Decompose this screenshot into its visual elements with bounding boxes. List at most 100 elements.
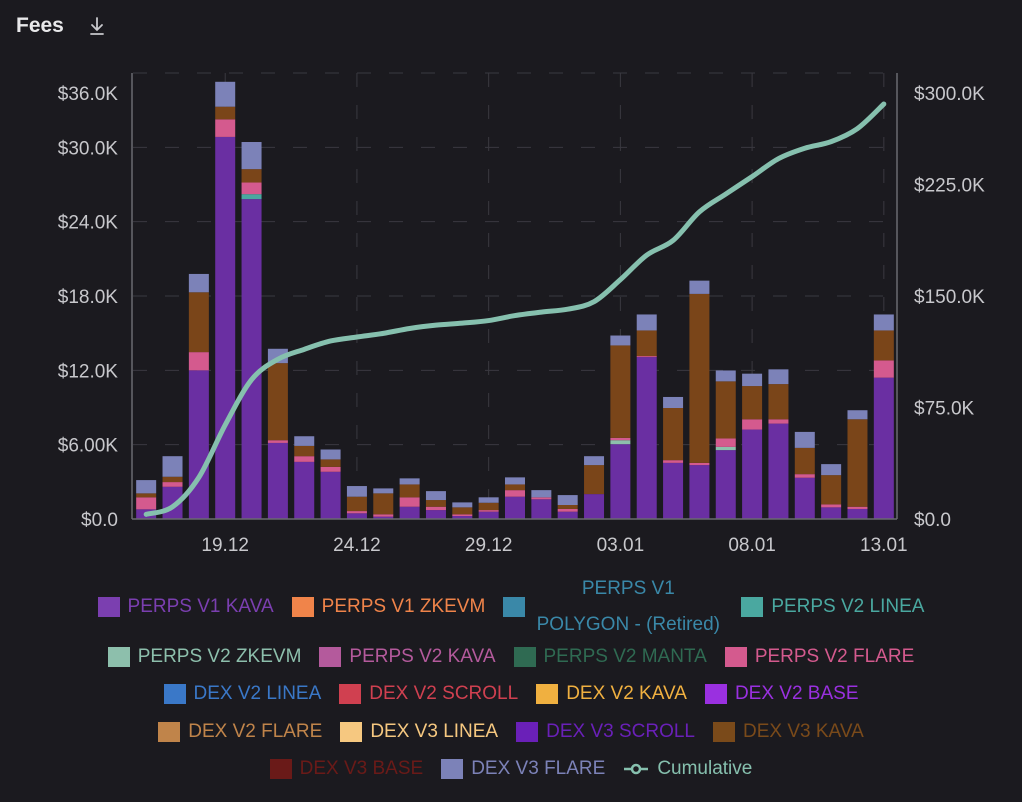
bar-segment-perps-v1-kava	[531, 499, 552, 519]
bar-segment-perps-v2-flare	[768, 419, 789, 424]
bar-segment-dex-v3-flare	[425, 491, 446, 501]
legend-item[interactable]: DEX V3 SCROLL	[516, 721, 695, 743]
legend-item[interactable]: PERPS V2 KAVA	[319, 646, 496, 668]
legend-item[interactable]: DEX V3 LINEA	[340, 721, 498, 743]
bar-segment-perps-v1-kava	[425, 510, 446, 519]
bar-segment-dex-v3-flare	[373, 488, 394, 494]
bar-segment-dex-v3-kava	[715, 381, 736, 439]
legend-item[interactable]: DEX V3 BASE	[269, 758, 423, 780]
bar-segment-perps-v2-flare	[399, 497, 420, 507]
bar-segment-dex-v3-kava	[452, 507, 473, 515]
legend-label: DEX V2 SCROLL	[369, 683, 519, 705]
legend-item[interactable]: PERPS V2 FLARE	[724, 646, 914, 668]
bar-segment-perps-v1-kava	[663, 462, 684, 519]
bar-segment-dex-v3-kava	[636, 330, 657, 357]
bar-segment-perps-v2-zkevm	[715, 446, 736, 451]
download-icon[interactable]	[86, 14, 108, 38]
legend-label: PERPS V1 POLYGON - (Retired)	[536, 578, 720, 635]
y-right-tick-label: $75.0K	[914, 399, 975, 420]
bar-segment-dex-v3-flare	[610, 335, 631, 346]
legend-item[interactable]: PERPS V2 LINEA	[741, 596, 924, 618]
legend-item[interactable]: DEX V2 BASE	[704, 683, 859, 705]
legend-row: PERPS V1 KAVA PERPS V1 ZKEVM PERPS V1 POLY…	[0, 576, 1022, 638]
x-tick-label: 03.01	[597, 535, 645, 556]
y-left-tick-label: $36.0K	[58, 84, 119, 105]
x-tick-label: 29.12	[465, 535, 513, 556]
legend-row: PERPS V2 ZKEVM PERPS V2 KAVA PERPS V2 MANT…	[0, 638, 1022, 676]
bar-segment-dex-v3-kava	[557, 505, 578, 509]
bar-segment-perps-v2-flare	[425, 506, 446, 511]
legend-swatch	[513, 646, 536, 667]
legend-label: DEX V2 FLARE	[188, 720, 323, 742]
legend-swatch	[741, 597, 764, 617]
legend-item[interactable]: DEX V2 KAVA	[536, 683, 687, 705]
bar-segment-dex-v3-kava	[689, 293, 710, 463]
bar-segment-dex-v3-flare	[505, 477, 525, 485]
bar-segment-dex-v3-flare	[821, 464, 842, 476]
bar-segment-dex-v3-flare	[531, 490, 552, 498]
legend-item[interactable]: PERPS V2 MANTA	[513, 646, 707, 668]
bar-segment-dex-v3-kava	[663, 407, 684, 461]
x-tick-label: 13.01	[860, 535, 908, 556]
legend-swatch	[269, 759, 292, 780]
bar-segment-perps-v1-kava	[505, 496, 525, 519]
legend-label: PERPS V1 KAVA	[127, 596, 274, 617]
legend-item[interactable]: DEX V3 KAVA	[713, 721, 864, 743]
legend-item[interactable]: Cumulative	[623, 758, 752, 780]
legend-row: DEX V2 FLARE DEX V3 LINEA DEX V3 SCROLL DEX…	[0, 713, 1022, 751]
y-right-tick-label: $225.0K	[914, 176, 985, 197]
legend-label: DEX V3 FLARE	[471, 758, 606, 780]
legend-item[interactable]: DEX V2 FLARE	[158, 721, 322, 743]
bar-segment-dex-v3-kava	[294, 445, 315, 457]
bar-segment-perps-v1-kava	[584, 494, 605, 519]
bar-segment-perps-v2-flare	[557, 508, 578, 512]
legend-item[interactable]: PERPS V2 ZKEVM	[107, 646, 301, 668]
legend-label: Cumulative	[657, 758, 753, 780]
legend-label: DEX V2 KAVA	[566, 683, 687, 705]
legend-swatch	[163, 684, 186, 705]
legend-swatch	[97, 597, 120, 617]
bar-segment-dex-v3-kava	[320, 459, 341, 467]
legend-item[interactable]: PERPS V1 POLYGON - (Retired)	[503, 571, 723, 643]
bar-segment-dex-v3-kava	[505, 484, 525, 491]
bar-segment-perps-v1-kava	[610, 444, 631, 519]
bar-segment-perps-v1-kava	[821, 507, 842, 519]
bar-segment-dex-v3-flare	[715, 370, 736, 382]
bar-segment-dex-v3-flare	[294, 436, 315, 446]
bar-segment-perps-v1-kava	[346, 513, 367, 519]
legend-label: DEX V2 BASE	[734, 683, 859, 705]
legend-item[interactable]: PERPS V1 KAVA	[97, 596, 274, 618]
bar-segment-perps-v1-kava	[689, 465, 710, 519]
bar-segment-dex-v3-kava	[873, 330, 894, 361]
bar-segment-dex-v3-flare	[873, 314, 894, 331]
bar-segment-perps-v2-flare	[873, 360, 894, 378]
y-left-tick-label: $0.0	[81, 510, 118, 531]
bar-segment-dex-v3-kava	[136, 493, 157, 498]
bar-segment-dex-v3-kava	[241, 169, 262, 183]
bar-segment-perps-v2-flare	[241, 182, 262, 195]
legend-item[interactable]: DEX V3 FLARE	[441, 758, 605, 780]
bar-segment-dex-v3-kava	[768, 384, 789, 420]
y-right-tick-label: $150.0K	[914, 287, 985, 308]
bar-segment-perps-v1-kava	[478, 511, 499, 519]
bar-segment-perps-v2-flare	[346, 511, 367, 514]
bar-segment-dex-v3-kava	[425, 500, 446, 507]
bar-segment-dex-v3-flare	[584, 456, 605, 466]
legend-item[interactable]: DEX V2 SCROLL	[339, 683, 518, 705]
bar-segment-perps-v1-kava	[873, 377, 894, 519]
legend-item[interactable]: PERPS V1 ZKEVM	[291, 596, 485, 618]
bar-segment-perps-v2-flare	[505, 490, 525, 497]
bar-segment-perps-v1-kava	[794, 477, 815, 519]
bar-segment-dex-v3-kava	[794, 447, 815, 475]
legend-swatch	[516, 721, 539, 742]
bar-segment-dex-v3-kava	[373, 493, 394, 515]
bar-segment-dex-v3-flare	[162, 456, 183, 477]
bar-segment-dex-v3-flare	[557, 495, 578, 506]
legend-item[interactable]: DEX V2 LINEA	[163, 683, 321, 705]
bar-segment-perps-v2-flare	[215, 119, 236, 137]
legend-swatch	[291, 597, 314, 617]
bar-segment-perps-v1-kava	[188, 370, 209, 519]
bar-segment-perps-v1-kava	[215, 136, 236, 519]
bar-segment-dex-v3-kava	[162, 476, 183, 483]
bar-segment-perps-v1-kava	[320, 471, 341, 519]
